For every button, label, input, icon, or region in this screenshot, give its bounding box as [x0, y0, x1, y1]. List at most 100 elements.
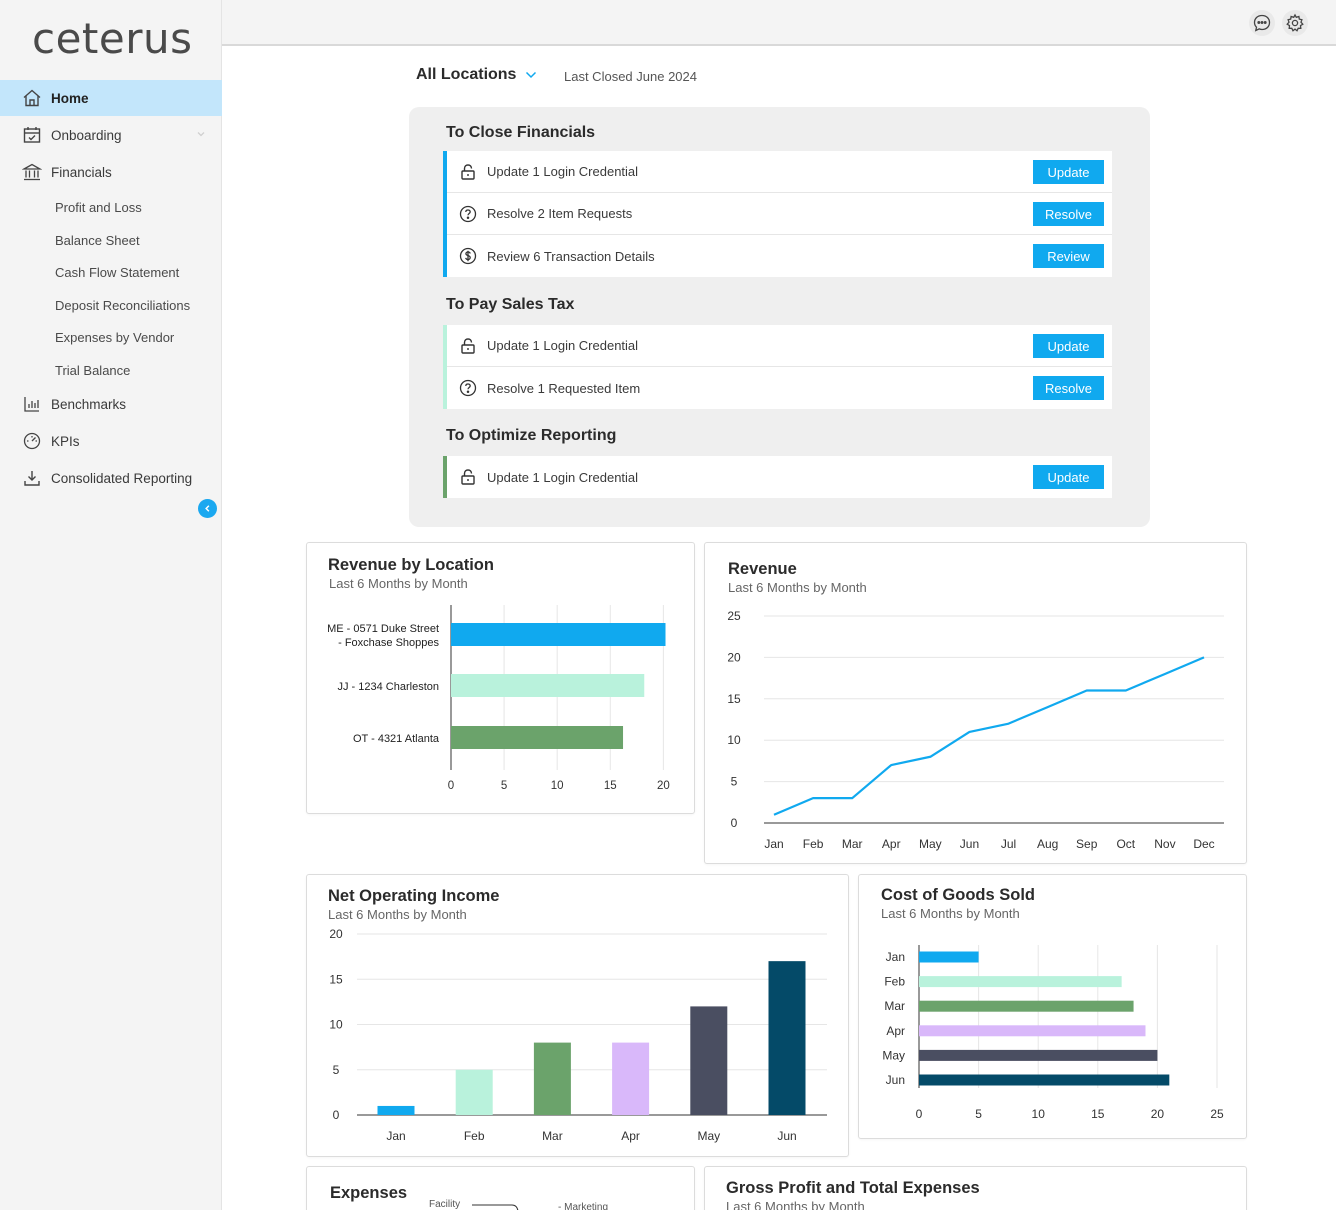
bar-jan: [377, 1105, 415, 1115]
task-row: Review 6 Transaction Details Review: [447, 235, 1112, 277]
review-button[interactable]: Review: [1033, 244, 1104, 268]
task-group-optimize-reporting: Update 1 Login Credential Update: [443, 456, 1112, 498]
sidebar-subitem-profit-loss[interactable]: Profit and Loss: [55, 200, 142, 215]
x-tick-label: Mar: [842, 837, 863, 851]
category-label: OT - 4321 Atlanta: [353, 733, 440, 745]
bar-jan: [919, 951, 979, 963]
x-tick-label: Oct: [1116, 837, 1135, 851]
sidebar-item-consolidated-reporting[interactable]: Consolidated Reporting: [0, 460, 222, 496]
x-tick-label: Dec: [1193, 837, 1214, 851]
card-subtitle: Last 6 Months by Month: [881, 906, 1020, 921]
sidebar-item-label: KPIs: [51, 433, 80, 449]
category-label: Feb: [884, 975, 905, 989]
category-label: JJ - 1234 Charleston: [338, 681, 440, 693]
gear-icon: [1286, 13, 1304, 32]
x-tick-label: 20: [657, 780, 670, 792]
card-subtitle: Last 6 Months by Month: [329, 576, 468, 591]
sidebar-item-benchmarks[interactable]: Benchmarks: [0, 386, 222, 422]
y-tick-label: 20: [727, 650, 741, 664]
chevron-left-icon: [205, 505, 210, 512]
card-subtitle: Last 6 Months by Month: [728, 580, 867, 595]
bar-feb: [455, 1069, 493, 1115]
task-text: Resolve 1 Requested Item: [487, 380, 641, 396]
sidebar-subitem-deposit-reconciliations[interactable]: Deposit Reconciliations: [55, 298, 191, 313]
lock-icon: [458, 467, 478, 487]
expenses-leader-line: [472, 1204, 519, 1210]
sidebar-item-financials[interactable]: Financials: [0, 154, 222, 190]
x-tick-label: May: [697, 1129, 720, 1143]
card-title: Revenue by Location: [328, 556, 494, 574]
card-subtitle: Last 6 Months by Month: [726, 1199, 865, 1210]
y-tick-label: 5: [333, 1063, 340, 1077]
sidebar-subitem-trial-balance[interactable]: Trial Balance: [55, 363, 131, 378]
bar-apr: [919, 1025, 1146, 1037]
lock-icon: [458, 162, 478, 182]
x-tick-label: Apr: [882, 837, 901, 851]
x-tick-label: Jan: [764, 837, 783, 851]
section-title-optimize-reporting: To Optimize Reporting: [446, 427, 617, 444]
sidebar-subitem-balance-sheet[interactable]: Balance Sheet: [55, 233, 140, 248]
sidebar-item-onboarding[interactable]: Onboarding: [0, 117, 222, 153]
task-row: Update 1 Login Credential Update: [447, 151, 1112, 193]
x-tick-label: 25: [1210, 1107, 1224, 1121]
bar-jun: [919, 1074, 1170, 1086]
card-expenses: Expenses Facility - Marketing: [306, 1166, 695, 1210]
sidebar-item-kpis[interactable]: KPIs: [0, 423, 222, 459]
sidebar-item-label: Financials: [51, 164, 112, 180]
x-tick-label: Jun: [960, 837, 979, 851]
x-tick-label: May: [919, 837, 942, 851]
question-icon: [458, 378, 478, 398]
task-text: Resolve 2 Item Requests: [487, 206, 633, 221]
y-tick-label: 15: [329, 972, 343, 986]
settings-button[interactable]: [1282, 10, 1308, 36]
task-text: Update 1 Login Credential: [487, 338, 639, 353]
x-tick-label: 0: [448, 780, 454, 792]
y-tick-label: 20: [329, 927, 343, 941]
calendar-check-icon: [21, 124, 43, 146]
sidebar-item-home[interactable]: Home: [0, 80, 222, 116]
x-tick-label: 15: [604, 780, 617, 792]
question-icon: [458, 204, 478, 224]
resolve-button[interactable]: Resolve: [1033, 202, 1104, 226]
category-label: - Foxchase Shoppes: [338, 637, 439, 649]
tasks-panel: To Close Financials Update 1 Login Crede…: [409, 107, 1150, 527]
collapse-sidebar-button[interactable]: [198, 499, 217, 518]
sidebar-item-label: Consolidated Reporting: [51, 470, 193, 486]
chat-button[interactable]: [1249, 10, 1275, 36]
revenue-by-location-chart: 0 5 10 15 20 ME - 0571 Duke Street - Foxchase …: [327, 605, 670, 792]
update-button[interactable]: Update: [1033, 334, 1104, 358]
card-title: Revenue: [728, 560, 797, 578]
x-tick-label: Feb: [464, 1129, 485, 1143]
update-button[interactable]: Update: [1033, 465, 1104, 489]
card-title: Expenses: [330, 1184, 408, 1202]
task-row: Resolve 2 Item Requests Resolve: [447, 193, 1112, 235]
location-label: All Locations: [416, 66, 517, 83]
update-button[interactable]: Update: [1033, 160, 1104, 184]
card-subtitle: Last 6 Months by Month: [328, 907, 467, 922]
app-logo[interactable]: ceterus: [32, 14, 193, 63]
task-row: Update 1 Login Credential Update: [447, 456, 1112, 498]
x-tick-label: Jun: [777, 1129, 796, 1143]
location-selector[interactable]: All Locations: [416, 66, 538, 84]
y-tick-label: 25: [727, 609, 741, 623]
category-label: ME - 0571 Duke Street: [327, 623, 439, 635]
dollar-icon: [458, 246, 478, 266]
y-tick-label: 10: [727, 733, 741, 747]
chevron-down-icon[interactable]: [196, 129, 206, 139]
card-title: Net Operating Income: [328, 887, 500, 905]
revenue-series-line: [773, 656, 1205, 816]
category-label: Jun: [886, 1073, 905, 1087]
x-tick-label: Nov: [1154, 837, 1175, 851]
bank-icon: [21, 161, 43, 183]
x-tick-label: 15: [1091, 1107, 1105, 1121]
card-title: Cost of Goods Sold: [881, 886, 1035, 904]
y-tick-label: 15: [727, 692, 741, 706]
resolve-button[interactable]: Resolve: [1033, 376, 1104, 400]
x-tick-label: Jan: [386, 1129, 405, 1143]
card-gross-profit-total-expenses: Gross Profit and Total Expenses Last 6 M…: [704, 1166, 1247, 1210]
category-label: Jan: [886, 950, 905, 964]
sidebar-subitem-cash-flow[interactable]: Cash Flow Statement: [55, 265, 180, 280]
sidebar-subitem-expenses-vendor[interactable]: Expenses by Vendor: [55, 330, 175, 345]
expenses-label-facility: Facility: [429, 1199, 461, 1210]
lock-icon: [458, 336, 478, 356]
